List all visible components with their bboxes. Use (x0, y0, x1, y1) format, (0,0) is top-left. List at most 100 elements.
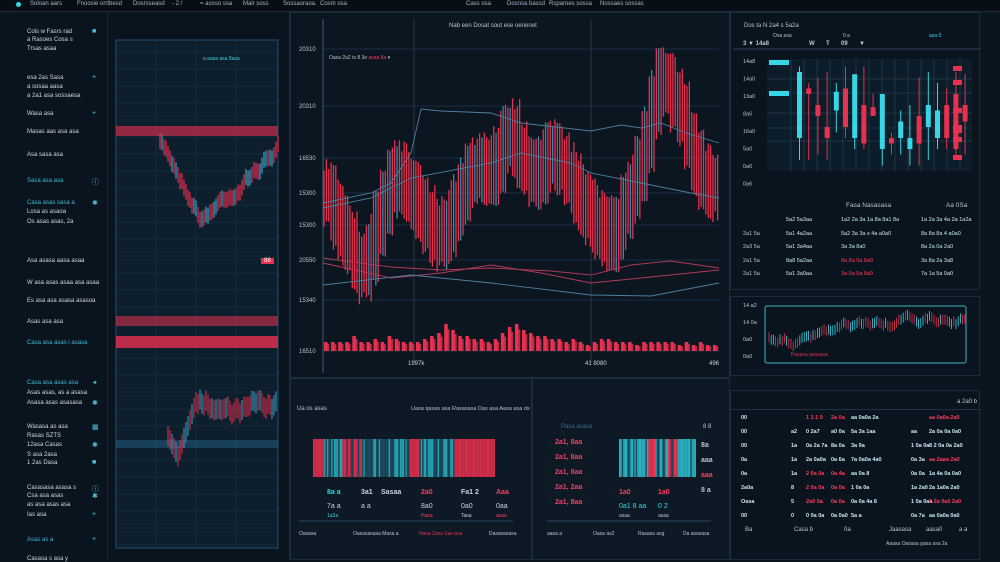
sidebar-item[interactable]: Asas asa asa (27, 319, 64, 325)
sidebar-item[interactable]: Wasa asa (27, 111, 54, 117)
timeframe-button[interactable]: W (809, 41, 815, 47)
candle[interactable] (925, 105, 931, 127)
plus-icon[interactable]: + (92, 536, 97, 543)
timeframe-button[interactable]: T (826, 41, 830, 47)
topbar-menu-item[interactable]: Mair soss (243, 1, 269, 7)
topbar-menu-item[interactable]: Soloan aars (30, 1, 63, 7)
candle[interactable] (870, 107, 876, 116)
sidebar-item[interactable]: Asa asasa aasa asaa (27, 258, 85, 264)
topbar-menu-item[interactable]: Fnoosie orrtbesd (77, 1, 123, 7)
topbar-menu-item[interactable]: Cosm osa (320, 1, 348, 7)
topbar-menu-item[interactable]: Dosnsa bassd (507, 1, 546, 7)
footer-button[interactable]: Ba (745, 527, 753, 533)
candle[interactable] (898, 121, 904, 139)
candle[interactable] (935, 110, 940, 139)
sidebar-item[interactable]: S asa 2asa (27, 452, 58, 458)
candle[interactable] (861, 105, 867, 144)
gear-icon[interactable]: ✱ (92, 200, 98, 207)
sidebar-item[interactable]: Asa sasa asa (27, 152, 64, 158)
footer-link[interactable]: Da asasasa (683, 531, 710, 537)
candle[interactable] (953, 94, 959, 149)
footer-link[interactable]: Oasasa (299, 531, 317, 537)
candle[interactable] (852, 74, 858, 138)
plus-icon[interactable]: + (92, 110, 97, 117)
sidebar-item[interactable]: Casasa s asa y (27, 556, 69, 562)
topbar-menu-item[interactable]: Nossaes sossas (600, 1, 644, 7)
sidebar-item[interactable]: a sosaa aasa (27, 84, 63, 90)
timeframe-button[interactable]: ▼ (859, 41, 865, 47)
sidebar-item[interactable]: Csa asa asas (27, 493, 64, 499)
sidebar-item[interactable]: a 2a1 asa sossaesa (27, 93, 81, 99)
sidebar-item[interactable]: Casasasa asasa s (27, 485, 77, 491)
sidebar-item[interactable]: Rasas SZTS (27, 433, 62, 439)
footer-button[interactable]: Jaasasa (889, 527, 912, 533)
footer-link[interactable]: Oasa as2 (593, 531, 615, 537)
sidebar-item[interactable]: Asasa asas asasasa (27, 400, 83, 406)
candle[interactable] (907, 138, 913, 149)
sidebar-item[interactable]: 1 2as Dasa (27, 460, 58, 466)
footer-button[interactable]: aasa0 (926, 527, 943, 533)
sidebar-item[interactable]: Wasasa as asa (27, 424, 68, 430)
sidebar-item[interactable]: Casa asa asas asa (27, 380, 79, 386)
sidebar-item[interactable]: Asas as a (27, 537, 54, 543)
candle[interactable] (944, 105, 950, 138)
topbar-menu-item[interactable]: Sossaoraoa. (283, 1, 317, 7)
gear-icon[interactable]: ✱ (92, 442, 98, 449)
star-icon[interactable]: ✦ (92, 380, 98, 387)
candle[interactable] (962, 105, 968, 122)
gear-icon[interactable]: ✱ (92, 400, 98, 407)
column-header[interactable]: Osa asa (773, 33, 792, 39)
candle[interactable] (916, 116, 922, 144)
footer-button[interactable]: a a (959, 527, 968, 533)
sidebar-item[interactable]: Casa asa asas i asasa (27, 340, 88, 346)
topbar-menu-item[interactable]: = aosso ssa (200, 1, 233, 7)
sidebar-item[interactable]: 12asa Casas (27, 442, 63, 448)
candle[interactable] (889, 138, 894, 144)
footer-link[interactable]: Dasasasasa (489, 531, 517, 537)
sidebar-item[interactable]: Losa as asaoa (27, 209, 67, 215)
sidebar-item[interactable]: a Rasoes Cosa s (27, 37, 73, 43)
sidebar-item[interactable]: Masas aas asa asa (27, 129, 79, 135)
sidebar-item[interactable]: esa 2as Sasa (27, 75, 64, 81)
footer-button[interactable]: 0a (844, 527, 851, 533)
sidebar-item[interactable]: Casa asas sasa a (27, 200, 75, 206)
main-candlestick-chart[interactable]: 20310 20310 16530 15300 15300 20550 15340 16510… (291, 13, 731, 379)
topbar-menu-item[interactable]: Dosrsseasd (133, 1, 165, 7)
right-candlestick-chart[interactable]: 14a8 14a0 13a0 8a6 16a0 5a0 0a6 0a6 (731, 13, 981, 291)
candle[interactable] (833, 91, 839, 111)
sidebar-item[interactable]: Cols w Fasrs rad (27, 29, 73, 35)
square-icon[interactable]: ■ (92, 28, 97, 35)
footer-link[interactable]: Oasasasasa Masa a (353, 531, 399, 537)
footer-button[interactable]: Casa b (794, 527, 814, 533)
sidebar-item[interactable]: Trsas asaa (27, 46, 57, 52)
topbar-menu-item[interactable]: - 2 / (172, 1, 183, 7)
timeframe-button[interactable]: 09 (841, 41, 848, 47)
mini-chart[interactable]: 14 a2 14 0a 0a0 0a0 (731, 297, 981, 377)
sidebar-item[interactable]: Asas asas, as a asasa (27, 390, 88, 396)
candle[interactable] (879, 94, 885, 149)
topbar-item[interactable]: Cass osa (466, 1, 492, 7)
sidebar-item[interactable]: Os asas asas, 2a (27, 219, 74, 225)
footer-link[interactable]: Rasasa asg (638, 531, 665, 537)
candle[interactable] (843, 88, 848, 128)
info-icon[interactable]: ⓘ (92, 486, 99, 493)
sidebar-item[interactable]: as asa asas asa (27, 502, 71, 508)
candle[interactable] (824, 127, 830, 138)
sidebar-item[interactable]: W asa asas asaa asa asaa (27, 280, 100, 286)
square-icon[interactable]: ■ (92, 459, 97, 466)
topbar-menu-item[interactable]: Rsparoes sossa (549, 1, 593, 7)
plus-icon[interactable]: + (92, 74, 97, 81)
footer-link[interactable]: aasa a (547, 531, 563, 537)
sidebar-item[interactable]: Ias asa (27, 512, 47, 518)
plus-icon[interactable]: + (92, 511, 97, 518)
grid-icon[interactable]: ▦ (92, 424, 99, 431)
candle[interactable] (797, 72, 802, 138)
candle[interactable] (806, 88, 812, 95)
sidebar-item[interactable]: Sasa asa asa (27, 178, 64, 184)
column-header[interactable]: asa 0 (929, 33, 942, 39)
column-header[interactable]: 0 a (843, 33, 850, 39)
info-icon[interactable]: ⓘ (92, 179, 99, 186)
sidebar-item[interactable]: Es asa asa asasa asasoa (27, 298, 96, 304)
footer-link[interactable]: Nasa 2asa Sas asa (419, 531, 463, 537)
timeframe-button[interactable]: 3 ▼ 14a8 (743, 41, 769, 47)
